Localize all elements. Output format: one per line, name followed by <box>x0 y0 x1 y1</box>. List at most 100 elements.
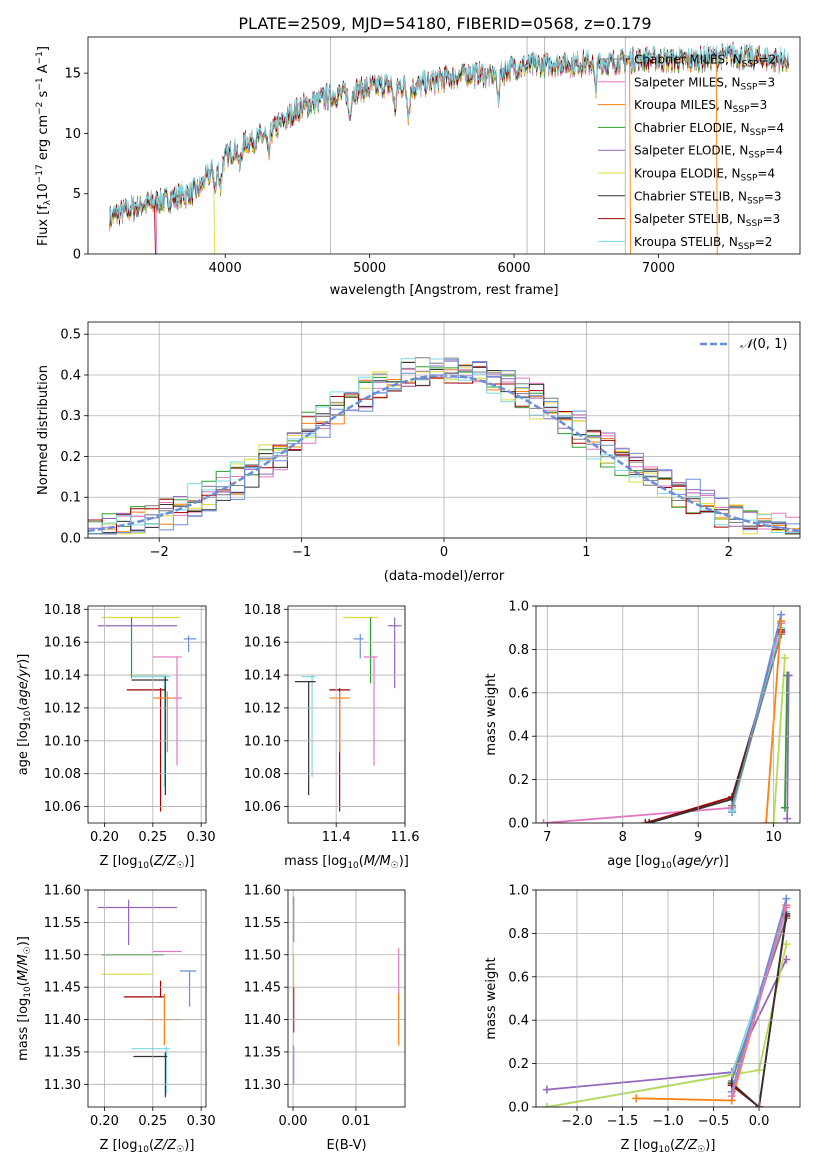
axes-frame <box>87 321 801 539</box>
x-tick-label: 0.20 <box>90 830 119 845</box>
legend-label: Chabrier STELIB, NSSP=3 <box>634 189 782 206</box>
y-tick-label: 11.40 <box>244 1013 281 1028</box>
legend-label: Salpeter STELIB, NSSP=3 <box>634 212 780 229</box>
panel-residuals: −2 −1 0 1 2 0.0 0.1 0.2 0.3 0.4 0.5 (data-model)/er… <box>36 321 801 584</box>
y-tick-label: 11.50 <box>44 948 81 963</box>
series-line <box>731 913 788 1107</box>
spectrum-line <box>109 42 789 225</box>
x-tick-label: 7 <box>543 830 551 845</box>
data-point <box>542 1085 551 1094</box>
axes-frame <box>287 605 406 824</box>
y-tick-label: 1.0 <box>508 600 529 615</box>
y-tick-label: 0.0 <box>508 1101 529 1116</box>
spectrum-drop <box>715 57 718 254</box>
panel-weight_vs_Z: −2.0 −1.5 −1.0 −0.5 0.0 0.0 0.2 0.4 0.6 0.8 1.0 Z [… <box>484 884 801 1155</box>
data-point <box>783 814 792 823</box>
y-tick-label: 11.55 <box>44 916 81 931</box>
x-tick-label: −1 <box>292 545 311 560</box>
y-tick-label: 10.08 <box>44 767 81 782</box>
x-tick-label: 4000 <box>209 261 242 276</box>
y-tick-label: 11.45 <box>244 981 281 996</box>
series-line <box>731 633 782 806</box>
series-line <box>772 658 786 823</box>
y-tick-label: 10.18 <box>44 603 81 618</box>
x-tick-label: 0.30 <box>187 1114 216 1129</box>
y-tick-label: 10.08 <box>244 767 281 782</box>
y-tick-label: 11.35 <box>44 1045 81 1060</box>
y-tick-label: 11.60 <box>244 884 281 899</box>
y-tick-label: 10.10 <box>44 734 81 749</box>
x-axis-label: Z [log10(Z/Z☉)] <box>100 1138 195 1155</box>
data-point <box>542 1103 551 1107</box>
spectrum-drop <box>153 202 156 254</box>
y-axis-label: Flux [fλ10−17 erg cm−2 s−1 A−1] <box>35 46 53 246</box>
x-tick-label: 11.6 <box>391 830 420 845</box>
x-tick-label: 5000 <box>353 261 386 276</box>
data-point <box>727 1092 736 1101</box>
axes-frame <box>87 36 801 255</box>
spectrum-drop <box>155 202 158 254</box>
y-tick-label: 0.2 <box>508 1057 529 1072</box>
x-axis-label: age [log10(age/yr)] <box>607 854 729 871</box>
y-tick-label: 11.60 <box>44 884 81 899</box>
y-tick-label: 0.4 <box>508 730 529 745</box>
y-axis-label: mass [log10(M/M☉)] <box>16 936 33 1061</box>
axes-frame <box>287 889 406 1108</box>
y-tick-label: 0.4 <box>508 1014 529 1029</box>
series-line <box>786 675 790 819</box>
series-line <box>784 675 789 808</box>
y-tick-label: 10.16 <box>44 636 81 651</box>
y-tick-label: 11.30 <box>244 1078 281 1093</box>
x-tick-label: 0.25 <box>138 830 167 845</box>
y-tick-label: 11.55 <box>244 916 281 931</box>
data-point <box>782 903 791 912</box>
y-tick-label: 15 <box>64 67 81 82</box>
y-tick-label: 10.18 <box>244 603 281 618</box>
y-tick-label: 11.50 <box>244 948 281 963</box>
x-tick-label: −2.0 <box>561 1114 593 1129</box>
y-tick-label: 5 <box>73 187 81 202</box>
y-axis-label: mass weight <box>484 673 499 755</box>
panel-weight_vs_age: 7 8 9 10 0.0 0.2 0.4 0.6 0.8 1.0 age [log10(age/yr… <box>484 600 801 871</box>
panel-mass_vs_Z: 0.20 0.25 0.30 11.30 11.35 11.40 11.45 11.50 11.… <box>16 884 216 1156</box>
plot-area <box>97 899 197 1098</box>
x-tick-label: −2 <box>150 545 169 560</box>
legend-label: Kroupa MILES, NSSP=3 <box>634 98 767 115</box>
x-tick-label: 6000 <box>497 261 530 276</box>
y-tick-label: 0.8 <box>508 927 529 942</box>
x-tick-label: 0.30 <box>187 830 216 845</box>
data-point <box>645 819 654 823</box>
spectrum-drop <box>629 60 632 254</box>
x-tick-label: 11.4 <box>322 830 351 845</box>
axes-frame <box>87 605 207 824</box>
y-tick-label: 0 <box>73 248 81 263</box>
y-tick-label: 11.45 <box>44 981 81 996</box>
y-tick-label: 0.6 <box>508 970 529 985</box>
y-tick-label: 10.12 <box>244 701 281 716</box>
data-point <box>632 1094 641 1103</box>
data-point <box>780 654 789 663</box>
y-tick-label: 1.0 <box>508 884 529 899</box>
x-tick-label: 7000 <box>642 261 675 276</box>
y-tick-label: 0.2 <box>508 773 529 788</box>
y-tick-label: 10.16 <box>244 636 281 651</box>
y-tick-label: 10.06 <box>44 800 81 815</box>
x-tick-label: 0.00 <box>279 1114 308 1129</box>
data-point <box>641 819 650 823</box>
y-tick-label: 10 <box>64 127 81 142</box>
panel-spectrum: 4000 5000 6000 7000 0 5 10 15 wavelength [Angstr… <box>35 36 801 298</box>
y-tick-label: 10.14 <box>244 669 281 684</box>
legend-label: Kroupa ELODIE, NSSP=4 <box>634 167 775 184</box>
x-tick-label: −1.5 <box>607 1114 639 1129</box>
x-tick-label: 8 <box>619 830 627 845</box>
y-tick-label: 10.10 <box>244 734 281 749</box>
axes-frame <box>535 889 801 1108</box>
plot-area <box>109 37 789 254</box>
x-tick-label: 9 <box>694 830 702 845</box>
y-tick-label: 0.2 <box>60 450 81 465</box>
data-point <box>539 819 548 823</box>
axes-frame <box>87 889 207 1108</box>
x-tick-label: 0.25 <box>138 1114 167 1129</box>
y-tick-label: 0.5 <box>60 328 81 343</box>
